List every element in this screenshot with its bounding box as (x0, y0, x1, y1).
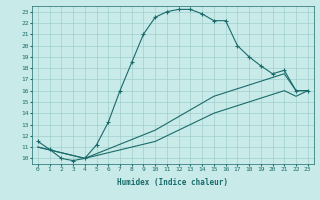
X-axis label: Humidex (Indice chaleur): Humidex (Indice chaleur) (117, 178, 228, 187)
